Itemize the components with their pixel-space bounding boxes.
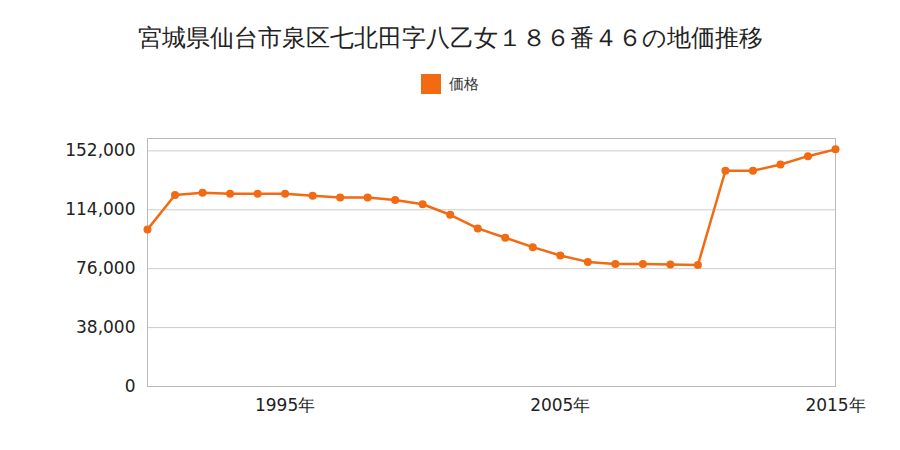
svg-text:152,000: 152,000: [65, 140, 135, 160]
svg-text:0: 0: [125, 376, 136, 396]
html-text:宮城県仙台市泉区七北田字八乙女１８６番４６の地価推移: 宮城県仙台市泉区七北田字八乙女１８６番４６の地価推移: [137, 24, 763, 52]
svg-text:76,000: 76,000: [76, 258, 135, 278]
svg-text:38,000: 38,000: [76, 317, 135, 337]
html-text:価格: 価格: [449, 74, 479, 93]
svg-text:1995年: 1995年: [255, 395, 315, 415]
svg-text:114,000: 114,000: [65, 199, 135, 219]
svg-text:2005年: 2005年: [530, 395, 590, 415]
svg-text:2015年: 2015年: [805, 395, 865, 415]
